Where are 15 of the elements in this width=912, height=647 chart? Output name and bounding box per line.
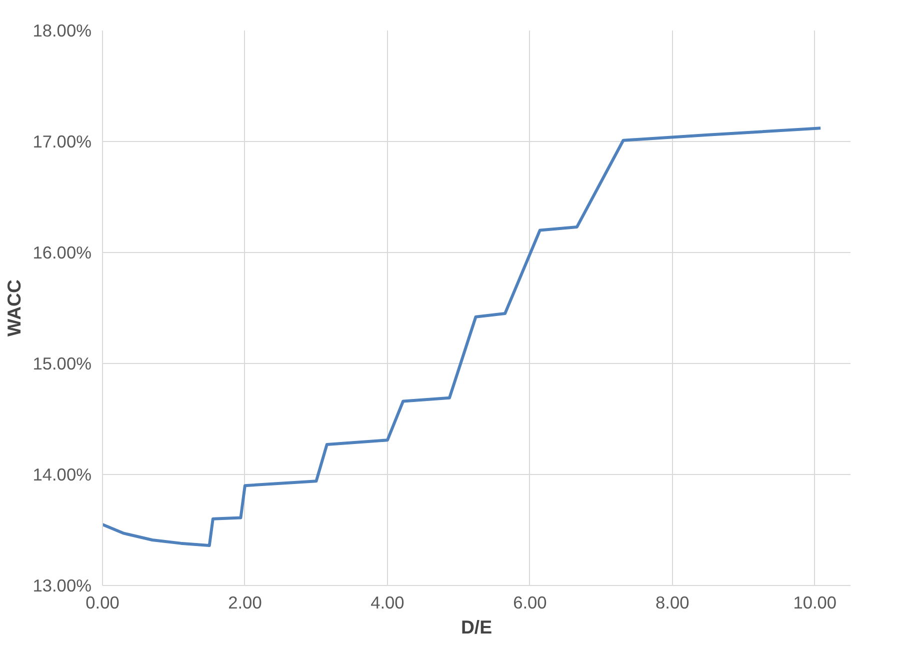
y-tick-label: 16.00% <box>32 242 92 262</box>
x-axis-title: D/E <box>460 616 492 638</box>
x-tick-label: 6.00 <box>513 592 547 612</box>
x-tick-label: 8.00 <box>656 592 690 612</box>
x-tick-label: 0.00 <box>86 592 120 612</box>
x-tick-label: 4.00 <box>370 592 404 612</box>
y-tick-label: 14.00% <box>32 464 92 484</box>
y-tick-label: 18.00% <box>32 20 92 40</box>
y-axis-title: WACC <box>4 280 25 336</box>
y-tick-label: 13.00% <box>32 576 92 596</box>
x-tick-label: 10.00 <box>793 592 837 612</box>
x-tick-label: 2.00 <box>228 592 262 612</box>
y-tick-label: 17.00% <box>32 132 92 152</box>
y-tick-label: 15.00% <box>32 354 92 374</box>
line-series <box>102 126 822 548</box>
